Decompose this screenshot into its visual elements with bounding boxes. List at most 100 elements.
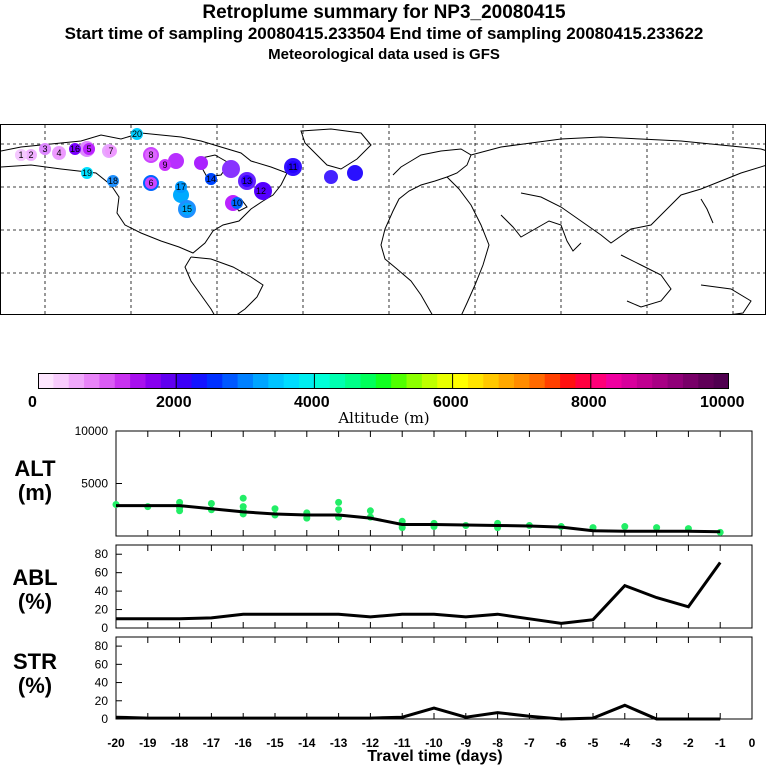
- colorbar-swatch: [375, 373, 392, 389]
- colorbar-swatch: [329, 373, 346, 389]
- colorbar-swatch: [560, 373, 577, 389]
- plume-marker: [287, 161, 299, 173]
- colorbar-swatch: [713, 373, 729, 389]
- plume-marker: [255, 185, 267, 197]
- plume-marker-label: 3: [42, 144, 47, 154]
- x-tick-label: -6: [556, 736, 567, 750]
- str-panel-label: STR (%): [0, 650, 70, 698]
- plume-marker: [39, 143, 51, 155]
- plume-marker-label: 15: [182, 204, 192, 214]
- colorbar-tick: 6000: [433, 394, 469, 411]
- colorbar-swatch: [529, 373, 546, 389]
- colorbar-swatch: [252, 373, 269, 389]
- plume-marker-label: 4: [56, 148, 61, 158]
- alt-scatter-point: [366, 507, 374, 515]
- str-label-line1: STR: [13, 649, 57, 674]
- colorbar-swatch: [437, 373, 454, 389]
- colorbar-swatch: [160, 373, 177, 389]
- colorbar-tick: 4000: [294, 394, 330, 411]
- plume-marker-label: 17: [176, 182, 186, 192]
- series-line-str: [115, 703, 721, 721]
- plume-marker-halo: [168, 153, 184, 169]
- colorbar-swatch: [544, 373, 561, 389]
- y-tick-label: 80: [95, 547, 109, 561]
- plume-marker-label: 20: [132, 129, 142, 139]
- x-tick-label: -19: [139, 736, 157, 750]
- plume-marker: [83, 143, 95, 155]
- colorbar-swatch: [636, 373, 653, 389]
- colorbar-swatch: [114, 373, 131, 389]
- plume-marker: [107, 175, 119, 187]
- alt-scatter-point: [176, 507, 184, 515]
- colorbar-swatch: [452, 373, 469, 389]
- x-tick-label: -7: [524, 736, 535, 750]
- y-tick-label: 10000: [75, 424, 109, 438]
- x-axis-label: Travel time (days): [367, 748, 503, 765]
- y-tick-label: 0: [101, 621, 108, 635]
- plume-marker: [181, 203, 193, 215]
- alt-panel-label: ALT (m): [0, 457, 70, 505]
- x-tick-label: -1: [715, 736, 726, 750]
- abl-label-line2: (%): [17, 589, 53, 614]
- colorbar-swatch: [391, 373, 408, 389]
- alt-label-line2: (m): [17, 480, 53, 505]
- colorbar-swatch: [84, 373, 101, 389]
- alt-scatter-point: [207, 499, 215, 507]
- colorbar-swatch: [145, 373, 162, 389]
- colorbar-border: [38, 373, 729, 389]
- plume-marker: [81, 167, 93, 179]
- alt-scatter-point: [621, 523, 629, 531]
- plume-marker-halo: [194, 156, 208, 170]
- coastlines: [1, 128, 765, 314]
- colorbar-swatch: [483, 373, 500, 389]
- meteorology-line: Meteorological data used is GFS: [268, 46, 500, 63]
- colorbar-swatch: [176, 373, 193, 389]
- colorbar-swatch: [283, 373, 300, 389]
- x-tick-label: -17: [203, 736, 221, 750]
- plume-marker-label: 7: [108, 146, 113, 156]
- colorbar-swatch: [314, 373, 331, 389]
- x-tick-label: -3: [651, 736, 662, 750]
- colorbar-swatch: [237, 373, 254, 389]
- series-line-alt: [116, 504, 721, 534]
- colorbar-swatch: [667, 373, 684, 389]
- plume-marker-label: 5: [86, 144, 91, 154]
- x-tick-label: -10: [425, 736, 443, 750]
- x-tick-label: -4: [619, 736, 630, 750]
- colorbar-swatch: [698, 373, 715, 389]
- plume-marker: [53, 147, 65, 159]
- colorbar-swatch: [606, 373, 623, 389]
- abl-label-line1: ABL: [12, 565, 58, 590]
- colorbar-swatch: [360, 373, 377, 389]
- colorbar-swatch: [38, 373, 54, 389]
- plume-marker-label: 12: [256, 186, 266, 196]
- alt-scatter-point: [653, 524, 661, 532]
- alt-scatter-point: [335, 498, 343, 506]
- colorbar-swatch: [191, 373, 208, 389]
- plume-marker: [145, 177, 157, 189]
- altitude-colorbar: [38, 373, 729, 389]
- colorbar-swatch: [421, 373, 438, 389]
- y-tick-label: 0: [101, 712, 108, 726]
- colorbar-swatch: [621, 373, 638, 389]
- colorbar-tick: 8000: [571, 394, 607, 411]
- page-title: Retroplume summary for NP3_20080415: [202, 2, 566, 23]
- x-tick-label: -9: [460, 736, 471, 750]
- colorbar-swatch: [299, 373, 315, 389]
- plume-marker: [159, 159, 171, 171]
- alt-scatter-point: [335, 506, 343, 514]
- y-tick-label: 60: [95, 657, 109, 671]
- plume-marker-label: 19: [82, 168, 92, 178]
- colorbar-swatch: [467, 373, 484, 389]
- x-tick-label: -16: [235, 736, 253, 750]
- plume-marker: [145, 149, 157, 161]
- colorbar-swatch: [68, 373, 85, 389]
- colorbar-swatch: [652, 373, 669, 389]
- plume-marker-halo: [222, 160, 240, 178]
- plume-marker-label: 16: [70, 144, 80, 154]
- map-grid: [1, 125, 765, 314]
- plume-marker: [105, 145, 117, 157]
- colorbar-swatch: [575, 373, 592, 389]
- plume-marker-label: 11: [288, 162, 297, 172]
